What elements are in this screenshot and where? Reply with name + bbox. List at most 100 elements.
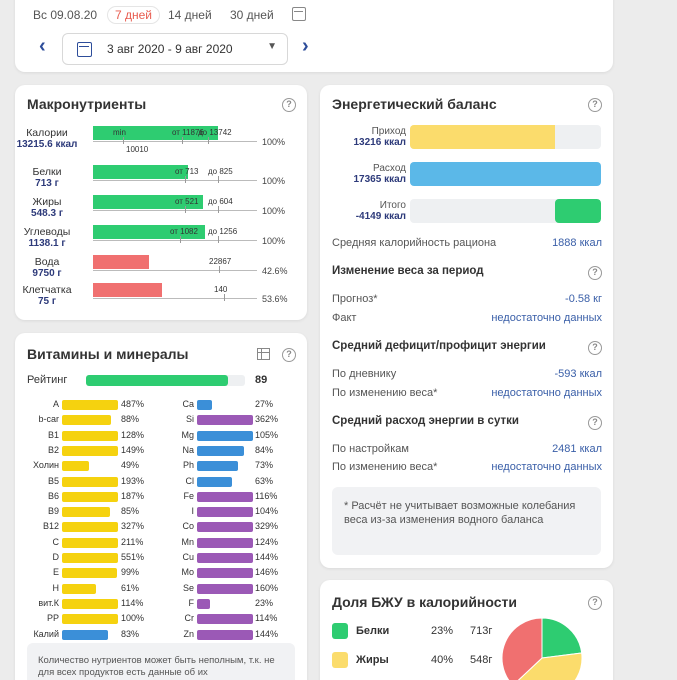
- bju-pct: 40%: [431, 654, 454, 666]
- help-icon[interactable]: ?: [588, 266, 602, 280]
- period-30-days[interactable]: 30 дней: [230, 8, 274, 22]
- help-icon[interactable]: ?: [282, 348, 296, 362]
- macro-marker-label: до 825: [208, 167, 233, 176]
- macro-tick: [218, 176, 219, 183]
- total-bar-fill: [555, 199, 601, 223]
- nutrient-name-left: C: [52, 537, 60, 547]
- nutrient-bar-left: [62, 599, 118, 609]
- nutrient-name-left: A: [52, 399, 59, 409]
- macro-bar-3: [93, 225, 205, 239]
- nutrient-bar-right: [197, 630, 253, 640]
- macro-marker-label: до 1256: [208, 227, 238, 236]
- next-week-button[interactable]: ›: [302, 35, 309, 57]
- nutrient-bar-left: [62, 630, 108, 640]
- nutrient-pct-left: 49%: [121, 460, 140, 470]
- vitamins-note: Количество нутриентов может быть неполны…: [27, 643, 295, 680]
- total-bar-track: [410, 199, 601, 223]
- vitamins-note-text: Количество нутриентов может быть неполны…: [38, 655, 275, 678]
- nutrient-name-left: D: [52, 552, 60, 562]
- deficit-title: Средний дефицит/профицит энергии: [332, 340, 546, 352]
- nutrient-bar-right: [197, 568, 253, 578]
- nutrient-bar-left: [62, 446, 118, 456]
- nutrient-pct-left: 114%: [121, 598, 144, 608]
- help-icon[interactable]: ?: [588, 416, 602, 430]
- nutrient-pct-left: 88%: [121, 414, 140, 424]
- prev-week-button[interactable]: ‹: [39, 35, 46, 57]
- macro-track-5: [93, 298, 257, 299]
- macro-tick: [185, 206, 186, 213]
- nutrient-name-right: Mo: [181, 567, 194, 577]
- macro-bar-2: [93, 195, 203, 209]
- macro-marker-label: от 521: [175, 197, 199, 206]
- macro-label-3: Углеводы 1138.1 г: [23, 226, 71, 250]
- nutrient-bar-left: [62, 492, 118, 502]
- nutrient-pct-right: 27%: [255, 399, 274, 409]
- nutrient-bar-left: [62, 584, 96, 594]
- macro-tick: [208, 137, 209, 144]
- nutrient-bar-right: [197, 538, 253, 548]
- nutrient-pct-right: 73%: [255, 460, 274, 470]
- macro-pct-1: 100%: [262, 176, 286, 186]
- pie-slice-2: [501, 617, 543, 680]
- help-icon[interactable]: ?: [588, 98, 602, 112]
- nutrient-pct-right: 23%: [255, 598, 274, 608]
- date-range-select[interactable]: 3 авг 2020 - 9 авг 2020 ▼: [62, 33, 288, 65]
- nutrient-name-left: B1: [47, 430, 59, 440]
- nutrient-pct-left: 128%: [121, 430, 145, 440]
- table-view-icon[interactable]: [257, 348, 270, 360]
- nutrient-name-right: Fe: [183, 491, 194, 501]
- nutrient-name-right: Zn: [183, 629, 194, 639]
- forecast-row: Прогноз* -0.58 кг: [332, 293, 602, 305]
- settings-row: По настройкам 2481 ккал: [332, 443, 602, 455]
- macro-pct-5: 53.6%: [262, 294, 288, 304]
- calendar-icon[interactable]: [292, 7, 306, 21]
- bju-grams: 713г: [470, 625, 493, 637]
- period-14-days[interactable]: 14 дней: [168, 8, 212, 22]
- calendar-icon: [77, 42, 92, 57]
- nutrient-name-right: I: [191, 506, 194, 516]
- nutrient-bar-right: [197, 522, 253, 532]
- macros-title: Макронутриенты: [27, 96, 147, 112]
- macro-bar-1: [93, 165, 188, 179]
- byweight-row: По изменению веса* недостаточно данных: [332, 387, 602, 399]
- macro-marker-label: min: [113, 128, 126, 137]
- nutrient-pct-right: 116%: [255, 491, 278, 501]
- help-icon[interactable]: ?: [282, 98, 296, 112]
- rating-bar-track: [86, 375, 245, 386]
- nutrient-name-left: Калий: [33, 629, 59, 639]
- nutrient-bar-left: [62, 415, 111, 425]
- macro-bar-5: [93, 283, 162, 297]
- nutrient-pct-left: 551%: [121, 552, 145, 562]
- diary-row: По дневнику -593 ккал: [332, 368, 602, 380]
- help-icon[interactable]: ?: [588, 341, 602, 355]
- macro-tick: [219, 266, 220, 273]
- income-bar-track: [410, 125, 601, 149]
- period-7-days[interactable]: 7 дней: [107, 6, 161, 24]
- nutrient-name-right: Ca: [182, 399, 194, 409]
- nutrient-name-right: Cr: [184, 613, 195, 623]
- nutrient-bar-left: [62, 614, 118, 624]
- nutrient-bar-right: [197, 599, 210, 609]
- macro-marker-label: 140: [214, 285, 228, 294]
- macro-track-4: [93, 270, 257, 271]
- macro-marker-label: от 11876: [172, 128, 204, 137]
- macro-marker-label: 10010: [126, 145, 149, 154]
- nutrient-pct-right: 105%: [255, 430, 279, 440]
- nutrient-bar-left: [62, 522, 118, 532]
- nutrient-bar-left: [62, 477, 118, 487]
- help-icon[interactable]: ?: [588, 596, 602, 610]
- rating-label: Рейтинг: [27, 374, 68, 386]
- rating-value: 89: [255, 374, 268, 386]
- nutrient-name-left: вит.К: [38, 598, 59, 608]
- nutrient-pct-right: 160%: [255, 583, 279, 593]
- nutrient-bar-right: [197, 614, 253, 624]
- nutrient-pct-left: 187%: [121, 491, 145, 501]
- total-label: Итого -4149 ккал: [355, 200, 406, 222]
- nutrient-bar-left: [62, 461, 89, 471]
- macro-tick: [180, 236, 181, 243]
- bju-name: Белки: [356, 625, 390, 637]
- nutrient-name-right: Cu: [182, 552, 194, 562]
- nutrient-name-right: Se: [182, 583, 194, 593]
- nutrient-name-left: B6: [47, 491, 59, 501]
- nutrient-bar-right: [197, 400, 212, 410]
